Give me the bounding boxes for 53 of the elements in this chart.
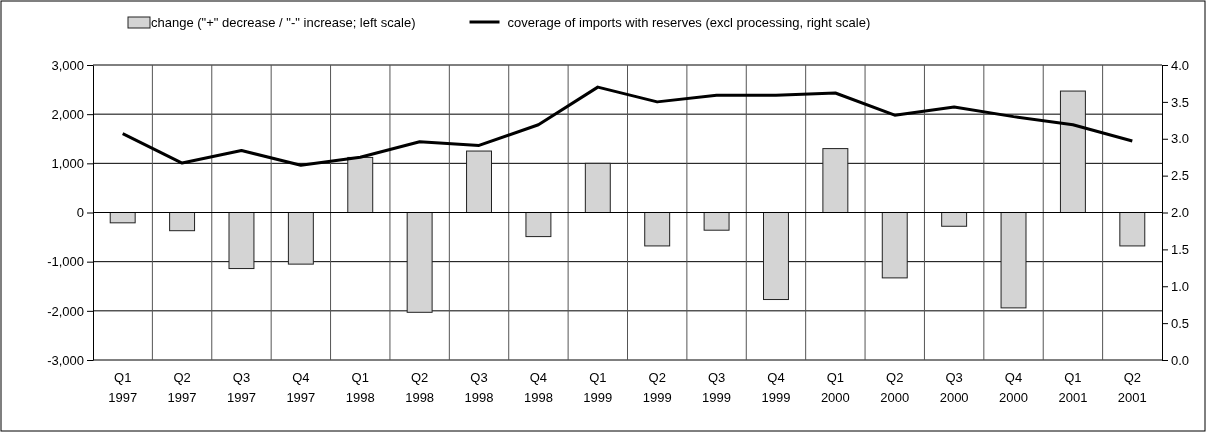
y2-tick-label: 4.0 — [1171, 57, 1190, 73]
y-tick-label: 3,000 — [51, 57, 84, 73]
bar — [644, 212, 671, 247]
x-tick-label: Q1 2000 — [820, 370, 850, 405]
y2-tick-label: 1.0 — [1171, 278, 1190, 294]
y2-tick-label: 2.0 — [1171, 205, 1190, 221]
x-tick-label: Q3 1997 — [227, 370, 256, 405]
bar — [169, 212, 196, 232]
x-tick-label: Q3 1998 — [464, 370, 494, 405]
y-tick-label: -3,000 — [47, 352, 84, 368]
x-tick-label: Q4 1999 — [761, 370, 791, 405]
x-tick-label: Q3 2000 — [939, 370, 969, 405]
x-tick-label: Q2 1999 — [642, 370, 672, 405]
y2-tick-label: 2.5 — [1171, 168, 1190, 184]
y2-tick-label: 0.0 — [1171, 352, 1190, 368]
bar — [584, 162, 611, 213]
x-tick-label: Q4 1997 — [286, 370, 316, 405]
y2-tick-label: 0.5 — [1171, 315, 1190, 331]
bar — [466, 150, 492, 213]
x-tick-label: Q2 1998 — [405, 370, 435, 405]
y2-tick-label: 3.5 — [1171, 94, 1190, 110]
bar — [1000, 212, 1027, 309]
bar — [228, 212, 255, 270]
y-tick-label: -2,000 — [47, 303, 84, 319]
x-tick-label: Q2 2001 — [1117, 370, 1147, 405]
x-tick-label: Q1 1998 — [345, 370, 375, 405]
bar — [822, 148, 849, 213]
x-tick-label: Q4 2000 — [999, 370, 1028, 405]
x-tick-label: Q3 1999 — [702, 370, 732, 405]
x-tick-label: Q1 1997 — [108, 370, 138, 405]
y2-tick-label: 3.0 — [1171, 131, 1190, 147]
y2-tick-label: 1.5 — [1171, 242, 1190, 258]
legend-label: coverage of imports with reserves (excl processing, right scale) — [507, 15, 871, 30]
x-tick-label: Q4 1998 — [523, 370, 553, 405]
bar — [881, 212, 908, 279]
x-tick-label: Q1 2001 — [1058, 370, 1088, 405]
bar — [1059, 90, 1086, 213]
bar — [1119, 212, 1146, 247]
bar — [347, 156, 374, 213]
legend-label: change ("+" decrease / "-" increase; left scale) — [151, 15, 416, 30]
bar — [941, 212, 968, 227]
x-tick-label: Q1 1999 — [583, 370, 613, 405]
y-tick-label: -1,000 — [47, 254, 84, 270]
y-tick-label: 1,000 — [51, 155, 84, 171]
bar — [406, 212, 433, 313]
bar — [703, 212, 730, 231]
y-tick-label: 0 — [76, 205, 84, 221]
x-tick-label: Q2 1997 — [167, 370, 197, 405]
bar — [287, 212, 314, 265]
bar — [763, 212, 789, 301]
bar — [525, 212, 552, 238]
x-tick-label: Q2 2000 — [880, 370, 910, 405]
y-tick-label: 2,000 — [51, 106, 84, 122]
